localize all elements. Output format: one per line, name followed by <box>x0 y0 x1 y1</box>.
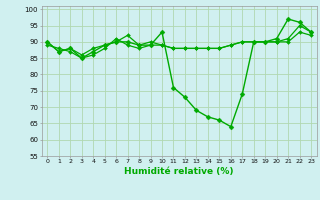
X-axis label: Humidité relative (%): Humidité relative (%) <box>124 167 234 176</box>
